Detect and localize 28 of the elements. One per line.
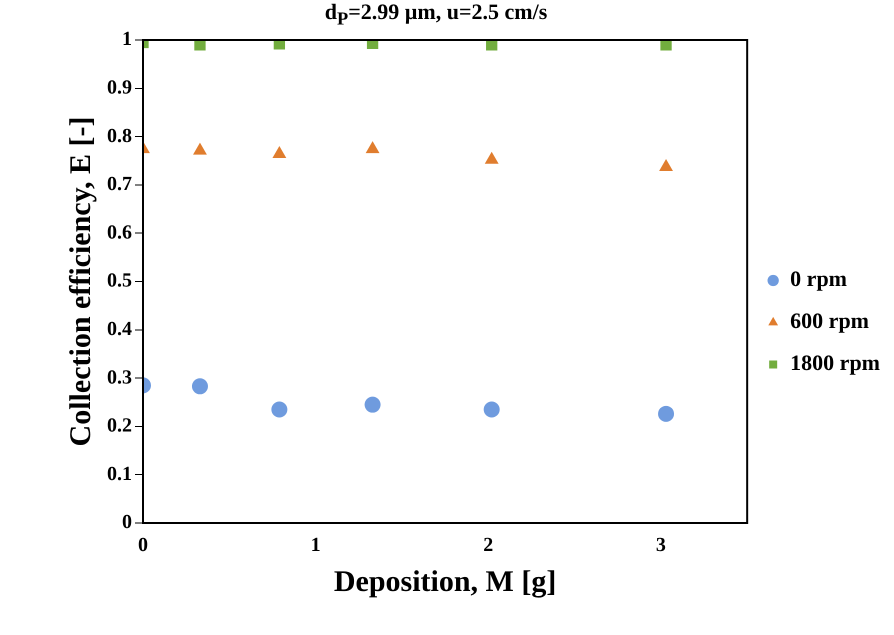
legend-label: 600 rpm [790, 308, 869, 334]
x-tick-label: 0 [138, 534, 148, 556]
y-tick-label: 0 [122, 511, 132, 534]
x-tick-label: 3 [656, 534, 666, 556]
y-axis-title: Collection efficiency, E [-] [64, 116, 97, 446]
y-tick-label: 0.6 [107, 221, 132, 244]
x-axis-title: Deposition, M [g] [334, 564, 556, 598]
y-tick-label: 0.4 [107, 318, 132, 340]
legend-label: 0 rpm [790, 266, 847, 292]
legend-label: 1800 rpm [790, 350, 880, 376]
point [274, 40, 286, 50]
y-tick-label: 0.3 [107, 366, 132, 388]
point [484, 401, 500, 418]
y-tick-label: 0.1 [107, 462, 132, 485]
point [192, 378, 208, 394]
x-tick-label: 2 [483, 534, 494, 556]
point [271, 401, 288, 418]
y-tick-label: 0.9 [107, 76, 132, 98]
y-tick-label: 0.8 [107, 124, 132, 147]
x-tick-label: 1 [310, 534, 321, 556]
point [658, 406, 674, 422]
y-tick-label: 0.7 [107, 173, 132, 196]
point [486, 40, 498, 50]
y-tick-label: 0.2 [107, 414, 132, 437]
y-tick-label: 1 [122, 28, 132, 50]
chart-title: d$_{P}$=2.99 µm, u=2.5 cm/s [324, 0, 548, 29]
y-tick-label: 0.5 [107, 270, 132, 292]
point [364, 396, 381, 413]
